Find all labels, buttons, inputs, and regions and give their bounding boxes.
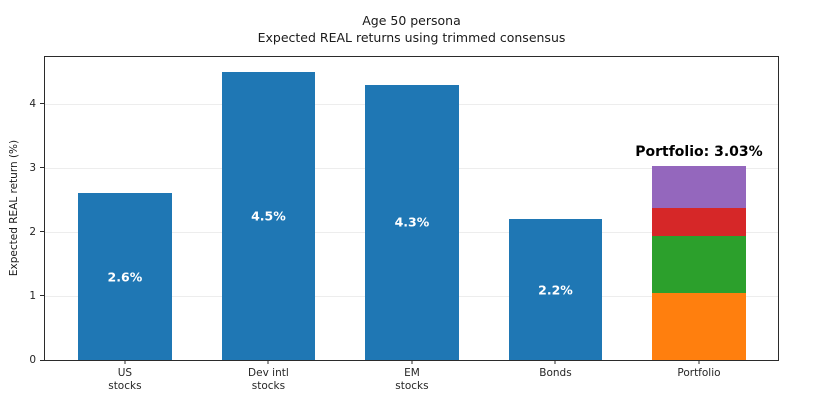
x-tick-mark-us-stocks: [124, 360, 126, 364]
y-tick-mark-2: [40, 231, 44, 233]
x-tick-label-line: stocks: [108, 380, 142, 392]
x-tick-label-line: stocks: [251, 380, 286, 392]
x-tick-label-line: Bonds: [539, 367, 572, 379]
chart-subtitle: Expected REAL returns using trimmed cons…: [257, 30, 566, 45]
x-tick-label-line: US: [117, 367, 133, 379]
y-tick-label-2: 2: [29, 225, 36, 238]
segment-em-stocks-contribution: [652, 208, 746, 236]
bar-us-stocks: 2.6%: [77, 193, 172, 360]
bar-bonds: 2.2%: [508, 219, 603, 360]
y-tick-mark-0: [40, 359, 44, 361]
x-tick-mark-bonds: [554, 360, 556, 364]
stacked-bar-portfolio: [652, 165, 746, 360]
x-tick-label-em-stocks: EM stocks: [395, 367, 428, 393]
x-tick-label-line: stocks: [395, 380, 429, 392]
y-axis-label: Expected REAL return (%): [8, 139, 20, 277]
segment-dev-intl-stocks-contribution: [652, 235, 746, 294]
segment-bonds-contribution: [652, 165, 746, 209]
y-tick-label-1: 1: [29, 289, 36, 302]
x-tick-mark-em-stocks: [411, 360, 413, 364]
x-tick-mark-dev-intl-stocks: [267, 360, 269, 364]
x-tick-label-bonds: Bonds: [539, 367, 571, 380]
bar-dev-intl-stocks: 4.5%: [221, 71, 316, 360]
chart-title-block: Age 50 persona Expected REAL returns usi…: [44, 12, 779, 46]
y-tick-mark-1: [40, 295, 44, 297]
portfolio-annotation: Portfolio: 3.03%: [635, 143, 763, 160]
x-tick-label-us-stocks: US stocks: [108, 367, 141, 393]
x-tick-label-dev-intl-stocks: Dev intl stocks: [248, 367, 289, 393]
x-tick-label-line: Portfolio: [677, 367, 721, 379]
x-tick-mark-portfolio: [698, 360, 700, 364]
y-tick-label-0: 0: [29, 354, 36, 366]
x-tick-label-portfolio: Portfolio: [677, 367, 720, 380]
bar-value-label-us-stocks: 2.6%: [107, 269, 143, 285]
y-tick-label-3: 3: [29, 161, 36, 174]
chart-title: Age 50 persona: [362, 13, 461, 28]
bar-value-label-bonds: 2.2%: [538, 282, 573, 298]
y-tick-label-4: 4: [29, 97, 36, 110]
y-tick-mark-3: [40, 167, 44, 169]
x-tick-label-line: Dev intl: [248, 367, 289, 379]
plot-area: 0 1 2 3 4 2.6% US stocks 4.5% Dev intl stocks 4.3% E…: [29, 56, 779, 392]
y-tick-mark-4: [40, 103, 44, 105]
x-tick-label-line: EM: [404, 367, 420, 379]
segment-us-stocks-contribution: [652, 293, 746, 360]
bar-value-label-dev-intl-stocks: 4.5%: [251, 208, 286, 224]
bar-value-label-em-stocks: 4.3%: [394, 214, 430, 230]
bar-em-stocks: 4.3%: [365, 84, 459, 360]
bar-portfolio: [652, 165, 746, 360]
